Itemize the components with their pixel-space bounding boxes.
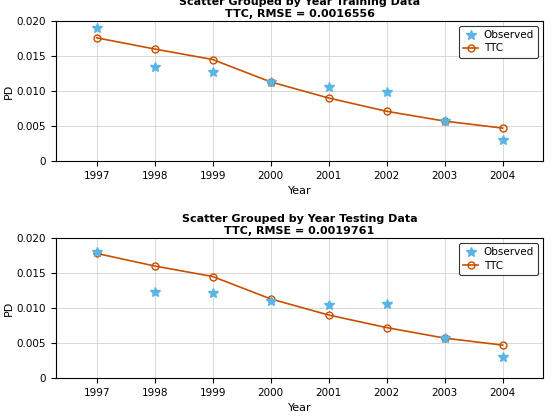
Line: Observed: Observed	[92, 247, 507, 362]
Observed	[267, 299, 274, 304]
TTC	[151, 263, 158, 268]
Observed	[441, 118, 448, 123]
Observed	[209, 70, 216, 75]
Line: Observed: Observed	[92, 23, 507, 145]
Observed	[209, 290, 216, 295]
TTC	[151, 47, 158, 52]
TTC	[209, 57, 216, 62]
TTC	[441, 336, 448, 341]
Observed	[441, 336, 448, 341]
TTC	[209, 274, 216, 279]
Observed	[94, 249, 100, 255]
Observed	[151, 289, 158, 294]
X-axis label: Year: Year	[288, 403, 311, 413]
TTC	[500, 126, 506, 131]
Observed	[94, 26, 100, 31]
TTC	[94, 251, 100, 256]
Observed	[383, 301, 390, 306]
TTC	[94, 35, 100, 40]
TTC	[441, 118, 448, 123]
TTC	[500, 343, 506, 348]
Title: Scatter Grouped by Year Training Data
TTC, RMSE = 0.0016556: Scatter Grouped by Year Training Data TT…	[179, 0, 420, 19]
TTC	[325, 312, 332, 318]
Observed	[383, 89, 390, 94]
Observed	[267, 79, 274, 84]
Observed	[500, 354, 506, 360]
TTC	[325, 95, 332, 100]
Legend: Observed, TTC: Observed, TTC	[459, 243, 538, 275]
Legend: Observed, TTC: Observed, TTC	[459, 26, 538, 58]
Line: TTC: TTC	[93, 34, 506, 131]
X-axis label: Year: Year	[288, 186, 311, 196]
Title: Scatter Grouped by Year Testing Data
TTC, RMSE = 0.0019761: Scatter Grouped by Year Testing Data TTC…	[182, 214, 417, 236]
Observed	[325, 84, 332, 89]
Y-axis label: PD: PD	[4, 300, 14, 315]
TTC	[383, 109, 390, 114]
Observed	[500, 137, 506, 142]
Observed	[325, 302, 332, 307]
TTC	[267, 297, 274, 302]
TTC	[267, 79, 274, 84]
Line: TTC: TTC	[93, 250, 506, 349]
Observed	[151, 64, 158, 69]
TTC	[383, 325, 390, 330]
Y-axis label: PD: PD	[4, 84, 14, 99]
